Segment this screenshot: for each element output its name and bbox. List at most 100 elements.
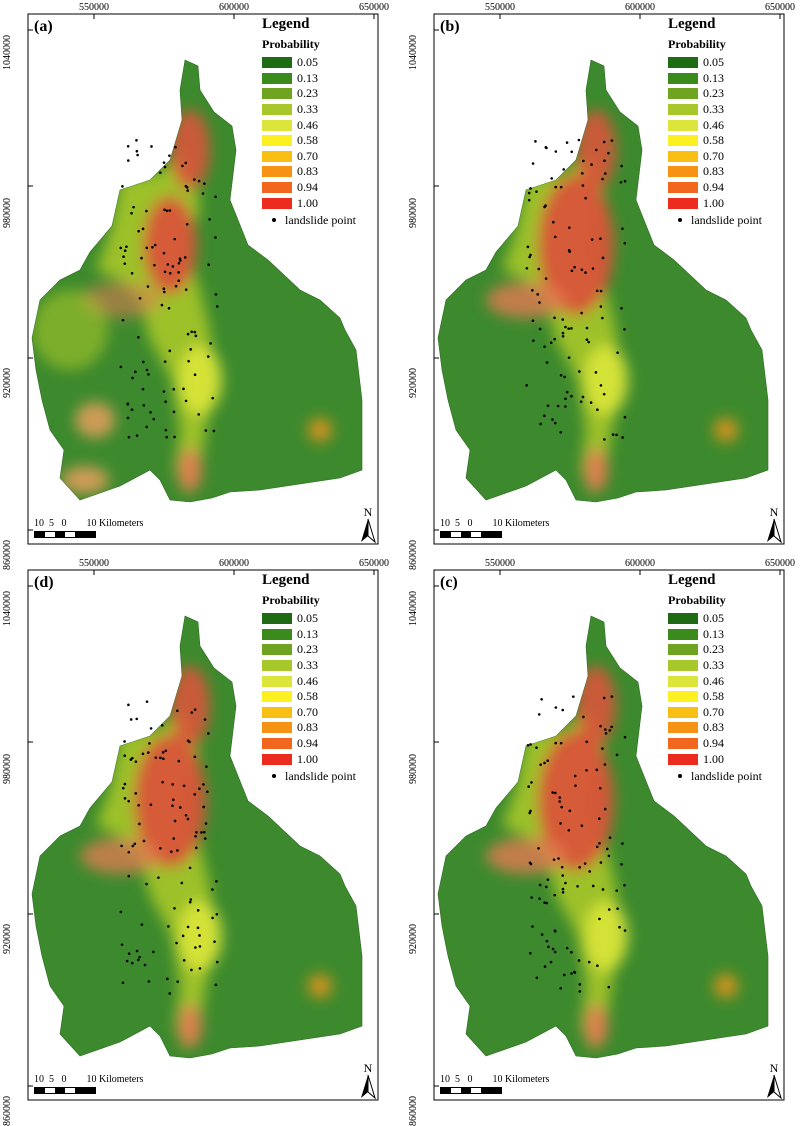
landslide-point bbox=[602, 696, 606, 700]
landslide-point bbox=[557, 857, 560, 860]
landslide-point bbox=[121, 786, 125, 790]
landslide-point bbox=[125, 245, 128, 248]
landslide-point bbox=[598, 786, 602, 790]
landslide-point bbox=[599, 384, 603, 387]
landslide-point bbox=[535, 190, 538, 193]
legend-row: 0.13 bbox=[262, 627, 356, 643]
legend-row: 0.94 bbox=[668, 736, 762, 752]
legend-subtitle: Probability bbox=[262, 593, 320, 607]
landslide-point bbox=[543, 901, 546, 904]
x-tick-label: 550000 bbox=[79, 2, 109, 13]
legend-swatch bbox=[668, 738, 698, 750]
landslide-point bbox=[623, 735, 627, 739]
landslide-point bbox=[143, 963, 147, 967]
landslide-point bbox=[123, 782, 127, 786]
landslide-point bbox=[137, 804, 140, 807]
landslide-point bbox=[599, 724, 602, 728]
landslide-point bbox=[206, 355, 210, 358]
landslide-point bbox=[212, 429, 216, 433]
landslide-point bbox=[177, 759, 181, 763]
legend-label: 0.94 bbox=[297, 180, 318, 195]
landslide-point bbox=[615, 889, 619, 892]
landslide-point bbox=[564, 405, 567, 408]
landslide-point bbox=[599, 305, 603, 308]
landslide-point bbox=[186, 925, 190, 929]
landslide-point bbox=[561, 331, 565, 335]
legend: Legend Probability 0.05 0.13 0.23 0.33 0.46 0.5… bbox=[668, 572, 762, 784]
landslide-point bbox=[572, 970, 576, 974]
landslide-point bbox=[526, 245, 530, 249]
legend-swatch bbox=[668, 166, 698, 178]
landslide-point bbox=[553, 791, 557, 795]
landslide-point bbox=[177, 271, 180, 274]
y-tick-label: 1040000 bbox=[408, 35, 419, 70]
landslide-point bbox=[193, 178, 196, 181]
landslide-point bbox=[551, 791, 554, 794]
panel-label: (b) bbox=[440, 18, 460, 35]
y-tick-label: 1040000 bbox=[2, 591, 13, 626]
north-label: N bbox=[364, 505, 373, 519]
landslide-point bbox=[142, 403, 146, 407]
landslide-point bbox=[607, 908, 611, 911]
legend-swatch bbox=[668, 197, 698, 209]
landslide-point bbox=[119, 246, 123, 250]
landslide-point bbox=[164, 428, 168, 432]
landslide-point bbox=[141, 227, 145, 231]
landslide-point bbox=[160, 723, 164, 727]
landslide-point bbox=[565, 946, 569, 950]
landslide-point bbox=[173, 237, 177, 241]
legend-swatch bbox=[262, 722, 292, 734]
landslide-point bbox=[206, 790, 209, 794]
scale-bar-graphic bbox=[440, 1087, 502, 1094]
x-tick-label: 550000 bbox=[79, 558, 109, 569]
legend-row: 0.23 bbox=[668, 86, 762, 102]
landslide-point bbox=[543, 965, 547, 968]
map-frame bbox=[433, 13, 785, 545]
landslide-point bbox=[623, 415, 627, 419]
landslide-point bbox=[559, 185, 563, 189]
landslide-point bbox=[153, 263, 156, 267]
map-frame bbox=[433, 569, 785, 1101]
landslide-point bbox=[588, 870, 591, 873]
landslide-point bbox=[138, 955, 141, 959]
landslide-point bbox=[564, 881, 567, 885]
landslide-point bbox=[184, 184, 188, 188]
landslide-point bbox=[621, 227, 624, 230]
landslide-point bbox=[157, 876, 160, 879]
landslide-point bbox=[127, 799, 130, 803]
legend-swatch bbox=[262, 166, 292, 178]
landslide-point bbox=[615, 433, 618, 437]
landslide-point bbox=[560, 805, 563, 809]
landslide-point bbox=[601, 256, 605, 260]
map-panel: (b) 550000 600000 650000 1040000 980000 920000… bbox=[406, 0, 812, 570]
north-label: N bbox=[770, 505, 779, 519]
legend-swatch bbox=[668, 613, 698, 625]
legend-swatch bbox=[262, 72, 292, 84]
landslide-point bbox=[135, 949, 139, 953]
legend-swatch bbox=[668, 135, 698, 147]
landslide-point bbox=[536, 293, 540, 296]
landslide-point bbox=[137, 229, 140, 233]
landslide-point bbox=[178, 806, 182, 809]
landslide-point bbox=[620, 862, 623, 866]
legend-point-row: landslide point bbox=[262, 769, 356, 784]
landslide-point bbox=[545, 885, 548, 889]
landslide-point bbox=[580, 311, 583, 315]
landslide-point bbox=[183, 256, 187, 259]
landslide-point bbox=[528, 861, 532, 865]
landslide-point bbox=[153, 243, 157, 247]
landslide-point bbox=[159, 756, 162, 760]
landslide-point bbox=[151, 950, 155, 954]
landslide-point bbox=[602, 392, 606, 396]
landslide-point bbox=[584, 196, 587, 200]
landslide-point bbox=[134, 792, 138, 795]
landslide-point bbox=[127, 952, 131, 956]
legend-row: 0.05 bbox=[668, 55, 762, 71]
landslide-point bbox=[599, 289, 603, 293]
legend-label: 0.83 bbox=[297, 720, 318, 735]
landslide-point bbox=[587, 960, 591, 964]
legend-label: 0.33 bbox=[297, 102, 318, 117]
scale-bar: 10 5 0 10 Kilometers bbox=[440, 518, 549, 538]
landslide-point bbox=[120, 943, 124, 947]
x-tick-label: 650000 bbox=[765, 558, 795, 569]
